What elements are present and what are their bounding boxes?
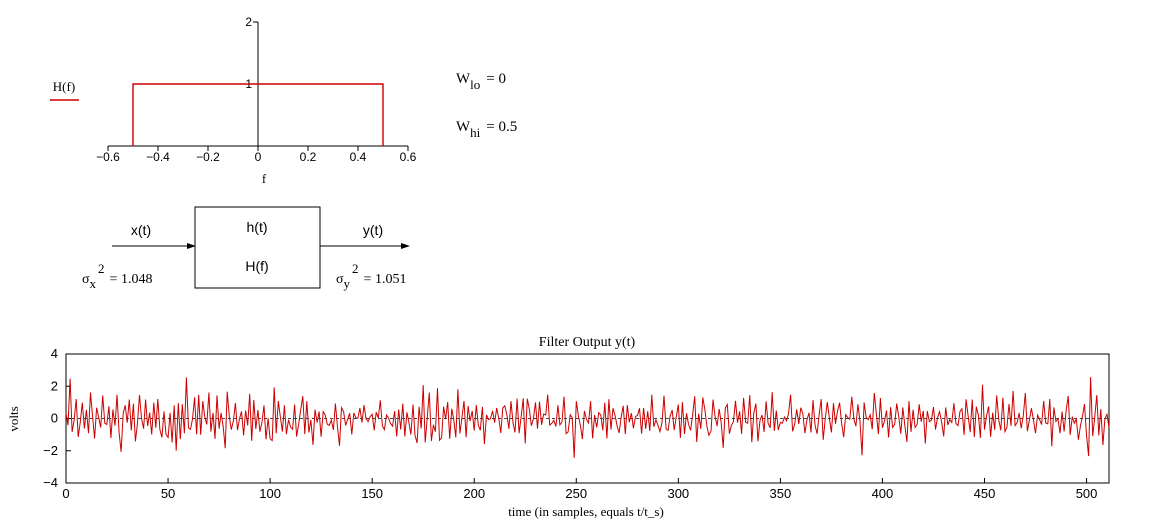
filter-x-tick-label: 0.2 xyxy=(300,150,317,164)
filter-x-tick-label: 0 xyxy=(255,150,262,164)
w-hi-annotation: Whi = 0.5 xyxy=(456,119,517,140)
output-x-tick-label: 200 xyxy=(463,486,485,501)
output-y-label: volts xyxy=(6,406,21,431)
output-y-tick-label: −4 xyxy=(43,475,58,490)
filter-x-ticks: −0.6 −0.4 −0.2 0 0.2 0.4 0.6 xyxy=(96,146,417,164)
w-lo-annotation: Wlo = 0 xyxy=(456,71,506,92)
output-x-tick-label: 350 xyxy=(770,486,792,501)
filter-y-ticks: 12 xyxy=(245,15,258,91)
sigma-y-symbol: σ xyxy=(336,272,344,287)
output-x-label: time (in samples, equals t/t_s) xyxy=(508,504,664,519)
sigma-y-value: = 1.051 xyxy=(364,272,407,287)
input-signal-label: x(t) xyxy=(131,222,151,238)
block-diagram: x(t) h(t) H(f) y(t) σx2= 1.048 σy2= 1.05… xyxy=(82,206,410,291)
output-plot-title: Filter Output y(t) xyxy=(539,335,636,350)
output-y-tick-label: 0 xyxy=(51,411,58,426)
w-lo-value: = 0 xyxy=(486,71,506,87)
w-lo-subscript: lo xyxy=(470,77,480,92)
output-signal-label: y(t) xyxy=(363,222,383,238)
sigma-x-superscript: 2 xyxy=(98,261,105,276)
output-x-tick-label: 150 xyxy=(361,486,383,501)
sigma-x-subscript: x xyxy=(90,276,97,291)
output-x-tick-label: 50 xyxy=(161,486,175,501)
output-x-tick-label: 400 xyxy=(872,486,894,501)
w-hi-subscript: hi xyxy=(470,125,481,140)
output-x-ticks: 0 50 100 150 200 250 300 350 400 450 500 xyxy=(62,478,1097,501)
output-x-tick-label: 300 xyxy=(667,486,689,501)
filter-x-tick-label: 0.6 xyxy=(400,150,417,164)
sigma-x-symbol: σ xyxy=(82,272,90,287)
filter-response-line xyxy=(132,83,384,146)
output-y-ticks: 4 2 0 −2 −4 xyxy=(43,346,71,490)
output-y-tick-label: 2 xyxy=(51,378,58,393)
output-plot: Filter Output y(t) 0 50 100 150 200 250 300 350… xyxy=(6,335,1110,519)
sigma-x-value: = 1.048 xyxy=(110,272,153,287)
output-y-tick-label: 4 xyxy=(51,346,58,361)
output-signal-line xyxy=(65,377,1110,458)
filter-plot: H(f) −0.6 −0.4 −0.2 0 0.2 0.4 0.6 12 f xyxy=(50,15,417,186)
w-hi-symbol: W xyxy=(456,119,471,135)
filter-x-tick-label: 0.4 xyxy=(350,150,367,164)
filter-block xyxy=(194,206,321,289)
input-arrow-head xyxy=(187,243,196,249)
output-x-tick-label: 500 xyxy=(1076,486,1098,501)
output-y-tick-label: −2 xyxy=(43,443,58,458)
sigma-y-annotation: σy2 = 1.051 xyxy=(336,261,406,291)
w-hi-value: = 0.5 xyxy=(486,119,517,135)
sigma-x-annotation: σx2 = 1.048 xyxy=(82,261,152,291)
transfer-function-label: H(f) xyxy=(245,258,268,274)
output-x-tick-label: 100 xyxy=(259,486,281,501)
band-limits: Wlo = 0 Whi = 0.5 xyxy=(456,71,517,140)
output-x-tick-label: 450 xyxy=(974,486,996,501)
output-x-tick-label: 0 xyxy=(62,486,69,501)
w-lo-symbol: W xyxy=(456,71,471,87)
sigma-y-superscript: 2 xyxy=(352,261,359,276)
filter-x-tick-label: −0.2 xyxy=(196,150,220,164)
output-arrow-head xyxy=(401,243,410,249)
sigma-y-subscript: y xyxy=(344,276,351,291)
filter-legend-label: H(f) xyxy=(53,79,75,94)
output-x-tick-label: 250 xyxy=(565,486,587,501)
filter-x-tick-label: −0.6 xyxy=(96,150,120,164)
impulse-response-label: h(t) xyxy=(247,219,268,235)
filter-x-label: f xyxy=(262,171,267,186)
filter-y-tick-label: 2 xyxy=(245,15,252,29)
filter-x-tick-label: −0.4 xyxy=(146,150,170,164)
